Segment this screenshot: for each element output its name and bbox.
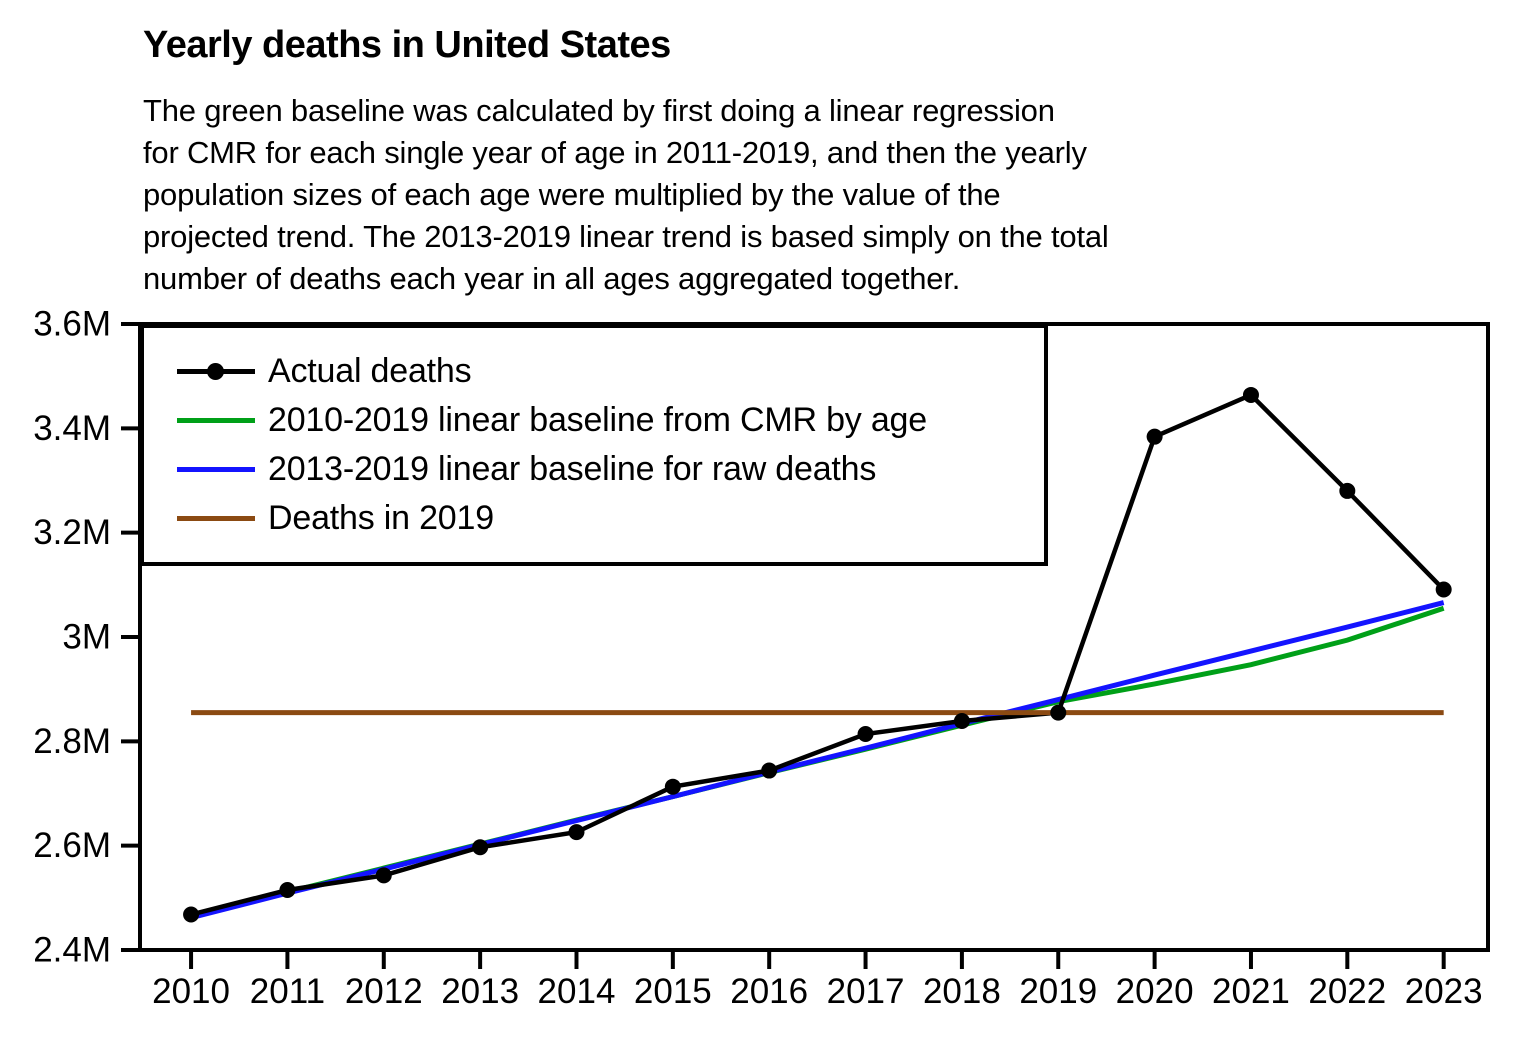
legend-label: Deaths in 2019 [268,499,494,537]
x-tick-label: 2023 [1405,972,1483,1011]
series-marker-actual-deaths [472,839,489,856]
y-tick-label: 3.2M [33,513,111,552]
x-tick-label: 2021 [1212,972,1290,1011]
legend-item-2010-2019-linear-baseline-from-cmr-by-age: 2010-2019 linear baseline from CMR by ag… [144,396,1044,445]
y-tick-label: 2.8M [33,722,111,761]
series-marker-actual-deaths [1050,704,1067,721]
legend-item-2013-2019-linear-baseline-for-raw-deaths: 2013-2019 linear baseline for raw deaths [144,445,1044,494]
x-tick-label: 2017 [827,972,905,1011]
legend-item-actual-deaths: Actual deaths [144,347,1044,396]
series-line-2013-2019-linear-baseline-for-raw-deaths [190,600,1445,921]
x-tick-label: 2015 [634,972,712,1011]
y-tick-label: 3M [62,618,111,657]
series-marker-actual-deaths [857,726,874,743]
series-marker-actual-deaths [1146,428,1163,445]
legend-sample-line [177,362,255,381]
series-line-actual-deaths [190,392,1446,917]
series-marker-actual-deaths [279,882,296,899]
x-tick-label: 2014 [538,972,616,1011]
chart-subtitle-line: for CMR for each single year of age in 2… [143,135,1087,170]
series-marker-actual-deaths [1435,581,1452,598]
series-marker-actual-deaths [761,762,778,779]
chart-subtitle-line: projected trend. The 2013-2019 linear tr… [143,219,1109,254]
x-tick-label: 2018 [923,972,1001,1011]
series-marker-actual-deaths [1339,482,1356,499]
legend-label: Actual deaths [268,352,472,390]
series-marker-actual-deaths [1242,386,1259,403]
chart-subtitle: The green baseline was calculated by fir… [143,90,1109,300]
series-marker-actual-deaths [568,824,585,841]
series-marker-actual-deaths [375,867,392,884]
chart-title: Yearly deaths in United States [143,24,671,66]
y-tick-label: 2.4M [33,931,111,970]
x-tick-label: 2010 [152,972,230,1011]
legend-label: 2010-2019 linear baseline from CMR by ag… [268,401,927,439]
y-tick-label: 3.4M [33,409,111,448]
x-tick-label: 2013 [441,972,519,1011]
chart-subtitle-line: population sizes of each age were multip… [143,177,1001,212]
legend-sample-line [177,510,255,528]
x-tick-label: 2012 [345,972,423,1011]
y-tick-label: 2.6M [33,826,111,865]
legend-sample-line [177,412,255,430]
series-marker-actual-deaths [664,778,681,795]
legend-label: 2013-2019 linear baseline for raw deaths [268,450,877,488]
series-marker-actual-deaths [953,712,970,729]
chart-subtitle-line: number of deaths each year in all ages a… [143,261,961,296]
x-tick-label: 2022 [1308,972,1386,1011]
x-tick-label: 2011 [250,972,325,1011]
x-tick-label: 2020 [1116,972,1194,1011]
chart-legend: Actual deaths 2010-2019 linear baseline f… [140,324,1048,566]
legend-sample-line [177,461,255,479]
series-marker-actual-deaths [183,906,200,923]
chart-subtitle-line: The green baseline was calculated by fir… [143,93,1055,128]
legend-sample-marker [207,362,224,380]
x-tick-label: 2019 [1019,972,1097,1011]
legend-item-deaths-in-2019: Deaths in 2019 [144,494,1044,543]
y-tick-label: 3.6M [33,305,111,344]
x-tick-label: 2016 [730,972,808,1011]
